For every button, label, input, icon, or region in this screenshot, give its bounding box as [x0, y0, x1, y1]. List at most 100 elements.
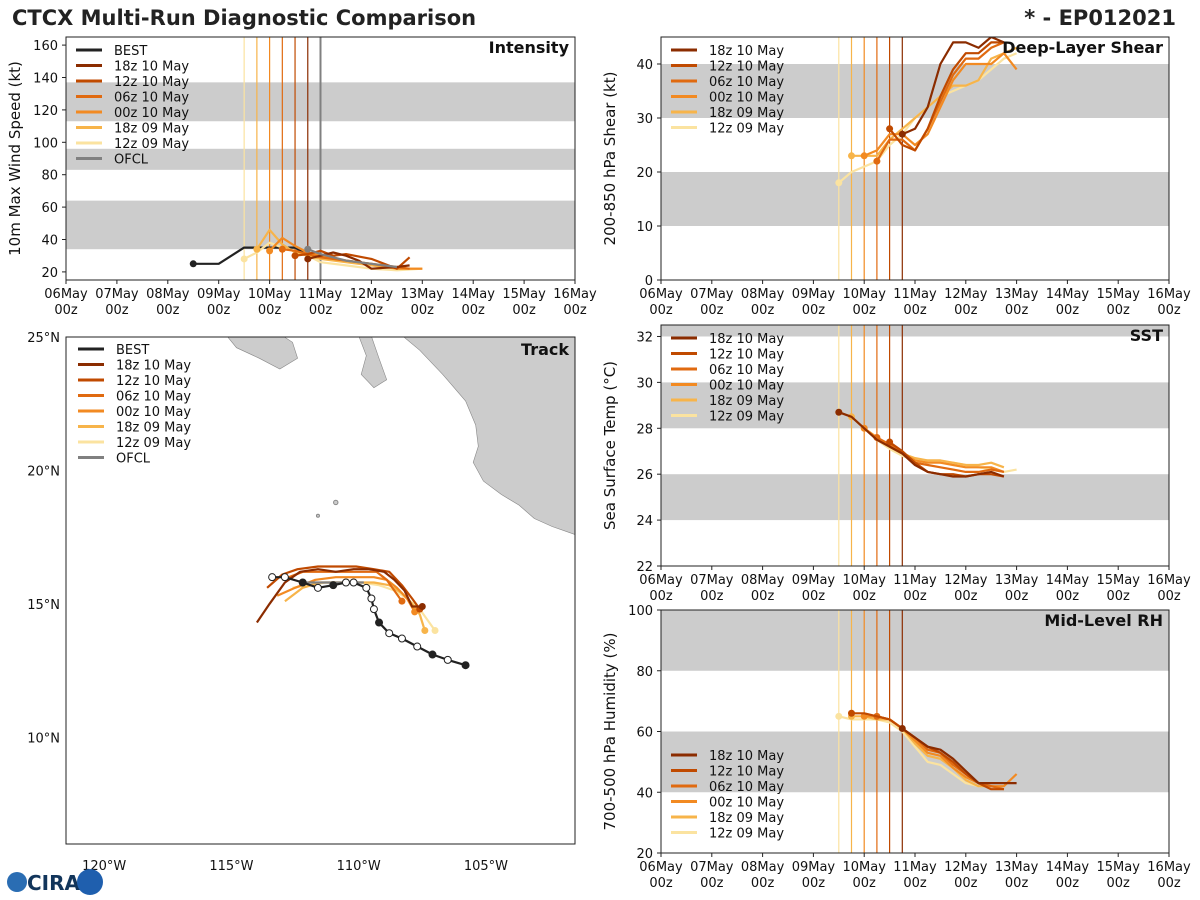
intensity-xtick-label: 00z	[258, 303, 282, 318]
sst-panel: 06May00z07May00z08May00z09May00z10May00z…	[601, 324, 1191, 604]
sst-legend-label: 12z 09 May	[709, 410, 784, 425]
shear-point-00z-10-may	[860, 152, 868, 160]
shear-point-12z-10-may	[886, 125, 894, 133]
track-best-point	[268, 573, 277, 582]
sst-ylabel: Sea Surface Temp (°C)	[601, 361, 619, 530]
track-title: Track	[521, 340, 569, 359]
track-legend-label: OFCL	[116, 452, 151, 467]
intensity-xtick-label: 00z	[512, 303, 536, 318]
shear-legend-label: 12z 09 May	[709, 122, 784, 137]
logo-globe-icon	[7, 872, 27, 892]
rh-xtick-label: 07May	[690, 860, 734, 875]
track-best-point	[329, 581, 338, 590]
intensity-panel: 06May00z07May00z08May00z09May00z10May00z…	[6, 36, 597, 318]
track-point-06z-10-may	[398, 597, 406, 605]
shear-xtick-label: 16May	[1147, 287, 1191, 302]
intensity-point-00z-10-may	[266, 247, 274, 255]
rh-xtick-label: 14May	[1046, 860, 1090, 875]
intensity-point-18z-09-may	[253, 245, 261, 253]
track-point-12z-09-may	[431, 627, 439, 635]
shear-ytick-label: 0	[645, 274, 653, 289]
sst-xtick-label: 13May	[995, 573, 1039, 588]
intensity-xtick-label: 14May	[451, 287, 495, 302]
shear-legend-label: 00z 10 May	[709, 91, 784, 106]
rh-xtick-label: 09May	[792, 860, 836, 875]
sst-ytick-label: 32	[636, 330, 653, 345]
sst-xtick-label: 07May	[690, 573, 734, 588]
shear-point-18z-09-may	[848, 152, 855, 160]
rh-legend-label: 18z 10 May	[709, 749, 784, 764]
shear-ytick-label: 20	[636, 166, 653, 181]
shear-ytick-label: 40	[636, 58, 653, 73]
socorro-island	[333, 499, 339, 506]
sst-ytick-label: 22	[636, 560, 653, 575]
sst-ytick-label: 28	[636, 422, 653, 437]
track-lon-label: 110°W	[337, 859, 381, 874]
track-plot-area	[227, 337, 575, 670]
shear-band-0	[661, 172, 1169, 226]
sst-xtick-label: 00z	[954, 589, 978, 604]
shear-xtick-label: 10May	[842, 287, 886, 302]
shear-title: Deep-Layer Shear	[1002, 38, 1163, 57]
intensity-point-12z-09-may	[240, 255, 248, 263]
intensity-legend-label: OFCL	[114, 153, 149, 168]
rh-xtick-label: 12May	[944, 860, 988, 875]
intensity-xtick-label: 00z	[360, 303, 384, 318]
sst-xtick-label: 09May	[792, 573, 836, 588]
sst-xtick-label: 00z	[1005, 589, 1029, 604]
track-best-point	[397, 634, 406, 643]
logo-swirl-icon	[77, 869, 103, 895]
track-series-12z-10-may	[266, 565, 421, 610]
rh-xtick-label: 00z	[1157, 876, 1181, 891]
rh-xtick-label: 16May	[1147, 860, 1191, 875]
track-best-point	[362, 583, 371, 592]
sst-series-12z-10-may	[888, 441, 1005, 478]
intensity-xtick-label: 00z	[54, 303, 78, 318]
shear-xtick-label: 00z	[954, 303, 978, 318]
rh-legend-label: 00z 10 May	[709, 796, 784, 811]
intensity-legend-label: 18z 09 May	[114, 122, 189, 137]
sst-ytick-label: 30	[636, 376, 653, 391]
shear-xtick-label: 00z	[751, 303, 775, 318]
intensity-xtick-label: 08May	[146, 287, 190, 302]
track-legend-label: 12z 10 May	[116, 374, 191, 389]
sst-xtick-label: 00z	[1107, 589, 1131, 604]
intensity-legend-label: 06z 10 May	[114, 91, 189, 106]
intensity-xtick-label: 00z	[207, 303, 231, 318]
track-legend-label: 12z 09 May	[116, 436, 191, 451]
shear-xtick-label: 00z	[903, 303, 927, 318]
intensity-xtick-label: 13May	[401, 287, 445, 302]
track-lon-label: 105°W	[464, 859, 508, 874]
track-panel: 120°W 115°W 110°W 105°W10°N15°N20°N25°NTrac…	[27, 331, 576, 874]
shear-xtick-label: 07May	[690, 287, 734, 302]
shear-xtick-label: 00z	[1157, 303, 1181, 318]
intensity-plot-area	[66, 37, 575, 280]
rh-xtick-label: 06May	[639, 860, 683, 875]
shear-series-18z-09-may	[851, 46, 1018, 157]
shear-ytick-label: 30	[636, 112, 653, 127]
sst-ytick-label: 26	[636, 468, 653, 483]
intensity-ytick-label: 40	[41, 234, 58, 249]
sst-legend-label: 06z 10 May	[709, 363, 784, 378]
intensity-ytick-label: 60	[41, 201, 58, 216]
sst-xtick-label: 11May	[893, 573, 937, 588]
rh-legend-label: 12z 09 May	[709, 827, 784, 842]
rh-point-12z-10-may	[848, 709, 855, 717]
rh-point-18z-10-may	[898, 724, 906, 732]
track-best-point	[385, 629, 394, 638]
track-lat-label: 10°N	[27, 731, 60, 746]
sst-xtick-label: 00z	[802, 589, 826, 604]
rh-xtick-label: 08May	[741, 860, 785, 875]
track-best-point	[313, 583, 322, 592]
track-legend-label: 18z 09 May	[116, 421, 191, 436]
track-best-point	[280, 573, 289, 582]
track-legend-label: 06z 10 May	[116, 390, 191, 405]
rh-series-18z-10-may	[901, 727, 1017, 785]
shear-series-00z-10-may	[863, 52, 1018, 157]
track-legend-label: BEST	[116, 343, 149, 358]
sst-xtick-label: 12May	[944, 573, 988, 588]
sst-xtick-label: 00z	[903, 589, 927, 604]
rh-xtick-label: 00z	[700, 876, 724, 891]
intensity-legend-label: 12z 10 May	[114, 75, 189, 90]
track-best-point	[298, 578, 307, 587]
